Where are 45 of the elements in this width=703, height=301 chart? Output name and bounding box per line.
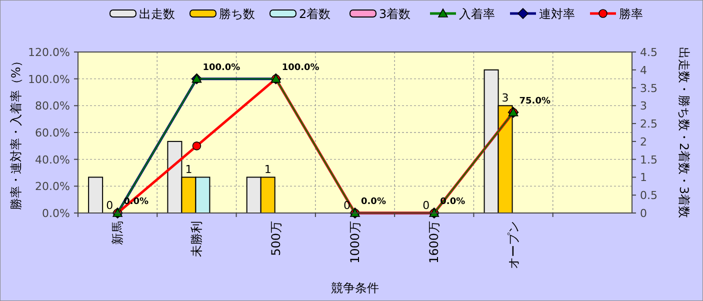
data-label: 0.0% <box>361 197 386 207</box>
legend-label: 入着率 <box>459 7 495 21</box>
data-label: 1 <box>264 163 272 176</box>
legend-label: 出走数 <box>139 7 175 21</box>
y2-tick-label: 1.5 <box>640 153 658 166</box>
x-axis-title: 競争条件 <box>331 281 379 295</box>
data-label: 1 <box>185 163 192 176</box>
legend-label: 連対率 <box>539 7 575 21</box>
y2-tick-label: 3.5 <box>640 82 658 95</box>
x-tick-label: 未勝利 <box>190 221 204 257</box>
legend-label: 勝ち数 <box>219 7 255 21</box>
x-tick-label: オープン <box>506 221 520 269</box>
x-tick-label: 1600万 <box>427 221 442 264</box>
data-label: 0 <box>422 199 430 212</box>
y-axis-title: 勝率・連対率・入着率（%） <box>9 54 23 210</box>
legend-label: 3着数 <box>379 7 411 21</box>
data-label: 0 <box>344 199 350 212</box>
data-label: 75.0% <box>519 96 551 106</box>
data-label: 100.0% <box>282 62 320 73</box>
y2-tick-label: 0 <box>640 207 647 220</box>
y2-tick-label: 4.5 <box>640 46 658 59</box>
y2-tick-label: 3 <box>640 100 647 113</box>
y-tick-label: 80.0% <box>35 100 70 113</box>
y-tick-label: 100.0% <box>28 72 70 86</box>
y2-tick-label: 0.5 <box>640 189 658 202</box>
y2-tick-label: 4 <box>640 64 647 77</box>
y-tick-label: 40.0% <box>35 153 70 166</box>
y-tick-label: 60.0% <box>35 126 70 140</box>
bar <box>88 176 104 214</box>
y-tick-label: 20.0% <box>35 180 70 194</box>
y2-tick-label: 2.5 <box>640 118 658 131</box>
y-tick-label: 120.0% <box>28 46 70 59</box>
legend-label: 2着数 <box>299 7 331 21</box>
y2-tick-label: 1 <box>640 171 647 184</box>
x-tick-label: 新馬 <box>110 221 125 245</box>
y-tick-label: 0.0% <box>42 207 70 220</box>
legend-label: 勝率 <box>619 7 643 21</box>
x-tick-label: 1000万 <box>348 221 362 264</box>
y2-axis-title: 出走数・勝ち数・2着数・3着数 <box>677 46 691 218</box>
data-label: 3 <box>502 92 509 105</box>
point <box>192 142 202 150</box>
x-tick-label: 500万 <box>268 221 283 256</box>
data-label: 0 <box>106 199 114 212</box>
data-label: 100.0% <box>202 62 240 73</box>
y2-tick-label: 2 <box>640 135 647 148</box>
